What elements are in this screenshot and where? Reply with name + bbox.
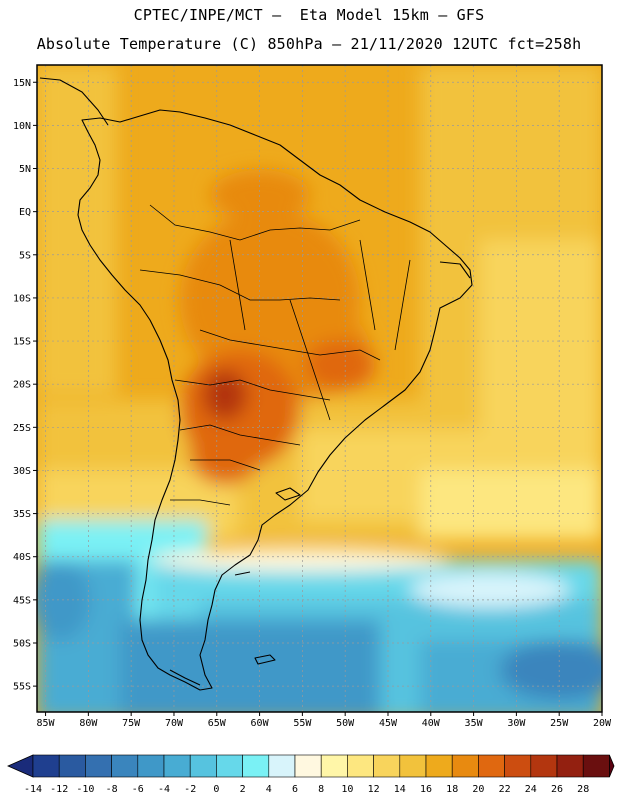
- colorbar-swatch: [294, 754, 322, 778]
- colorbar-swatch: [32, 754, 60, 778]
- lat-label: 35S: [13, 509, 31, 520]
- lat-lon-grid: [37, 65, 603, 712]
- colorbar-swatch: [556, 754, 584, 778]
- colorbar-swatch: [216, 754, 243, 778]
- colorbar-label: 16: [420, 784, 432, 795]
- lon-label: 40W: [422, 718, 441, 729]
- lat-label: 5N: [19, 164, 31, 175]
- colorbar-label: 8: [318, 784, 324, 795]
- lon-label: 45W: [379, 718, 398, 729]
- colorbar-swatch: [582, 754, 610, 778]
- lon-label: 20W: [593, 718, 612, 729]
- colorbar-label: 26: [551, 784, 563, 795]
- lat-label: 15S: [13, 337, 31, 348]
- lon-label: 25W: [550, 718, 569, 729]
- colorbar-label: 28: [577, 784, 589, 795]
- colorbar-label: -12: [50, 784, 68, 795]
- colorbar-swatch: [85, 754, 112, 778]
- colorbar-swatch: [111, 754, 139, 778]
- colorbar-label: 2: [240, 784, 246, 795]
- lon-label: 55W: [293, 718, 312, 729]
- lon-label: 80W: [79, 718, 98, 729]
- colorbar-swatch: [268, 754, 296, 778]
- colorbar-label: -14: [24, 784, 42, 795]
- lon-label: 30W: [507, 718, 526, 729]
- colorbar-label: -2: [184, 784, 196, 795]
- lat-label: 45S: [13, 595, 31, 606]
- colorbar-label: 22: [499, 784, 511, 795]
- lat-label: 40S: [13, 552, 31, 563]
- colorbar-label: -8: [106, 784, 118, 795]
- colorbar-label: 0: [213, 784, 219, 795]
- lat-label: 55S: [13, 682, 31, 693]
- lat-label: 50S: [13, 638, 31, 649]
- colorbar-swatch: [451, 754, 479, 778]
- colorbar-label: 18: [446, 784, 458, 795]
- colorbar-label: 20: [472, 784, 484, 795]
- lat-label: 10N: [13, 121, 31, 132]
- latitude-labels: 15N 10N 5N EQ 5S 10S 15S 20S 25S 30S 35S 40S 45S 50S 5…: [13, 78, 37, 693]
- map-frame: [36, 64, 603, 713]
- lon-label: 70W: [165, 718, 184, 729]
- lon-label: 75W: [122, 718, 141, 729]
- colorbar-swatch: [347, 754, 374, 778]
- colorbar-label: 12: [368, 784, 380, 795]
- colorbar-label: 10: [341, 784, 353, 795]
- colorbar-swatch: [320, 754, 348, 778]
- colorbar-swatch: [242, 754, 270, 778]
- title-variable: Absolute Temperature (C) 850hPa – 21/11/…: [36, 35, 582, 53]
- colorbar-label: -6: [132, 784, 144, 795]
- temperature-field: [37, 65, 602, 712]
- colorbar-swatch: [137, 754, 165, 778]
- colorbar: -14 -12 -10 -8 -6 -4 -2 0 2 4 6 8 10 12 14 16 18 20 22 24 26…: [7, 754, 615, 795]
- lon-label: 50W: [336, 718, 355, 729]
- lat-label: 15N: [13, 78, 31, 89]
- lon-label: 65W: [208, 718, 227, 729]
- coastlines: [39, 77, 473, 691]
- colorbar-label: -4: [158, 784, 170, 795]
- lat-label: 20S: [13, 380, 31, 391]
- lat-label: 10S: [13, 293, 31, 304]
- colorbar-swatch: [530, 754, 558, 778]
- lon-label: 60W: [251, 718, 270, 729]
- colorbar-label: 4: [266, 784, 272, 795]
- longitude-labels: 85W 80W 75W 70W 65W 60W 55W 50W 45W 40W 35W 30W 25W 2…: [37, 712, 612, 729]
- lat-label: 30S: [13, 466, 31, 477]
- lat-label: 5S: [19, 250, 31, 261]
- title-model: CPTEC/INPE/MCT – Eta Model 15km – GFS: [133, 6, 485, 24]
- colorbar-swatch: [478, 754, 505, 778]
- colorbar-swatch: [504, 754, 532, 778]
- colorbar-min-arrow: [7, 754, 34, 778]
- colorbar-max-arrow: [609, 754, 615, 778]
- colorbar-swatch: [373, 754, 401, 778]
- colorbar-label: 24: [525, 784, 537, 795]
- lon-label: 35W: [465, 718, 484, 729]
- lat-label: EQ: [19, 207, 31, 218]
- colorbar-label: -10: [76, 784, 94, 795]
- colorbar-swatch: [425, 754, 453, 778]
- colorbar-swatch: [163, 754, 191, 778]
- colorbar-swatch: [189, 754, 217, 778]
- lat-label: 25S: [13, 423, 31, 434]
- colorbar-swatch: [399, 754, 427, 778]
- lon-label: 85W: [37, 718, 56, 729]
- colorbar-swatch: [58, 754, 86, 778]
- colorbar-label: 6: [292, 784, 298, 795]
- borders: [139, 204, 411, 506]
- colorbar-label: 14: [394, 784, 406, 795]
